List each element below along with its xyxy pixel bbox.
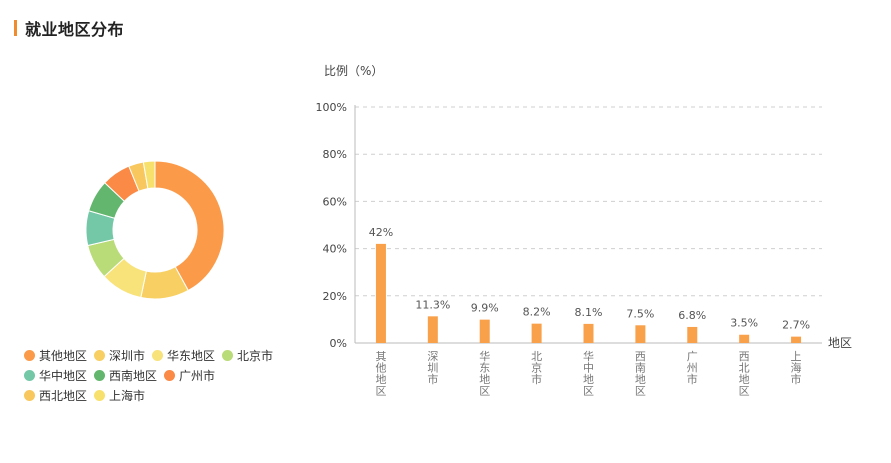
legend-label: 西南地区 bbox=[109, 368, 158, 383]
legend-color-dot bbox=[164, 369, 176, 381]
bar[interactable] bbox=[531, 323, 542, 343]
legend-row: 其他地区 深圳市 华东地区 北京市 bbox=[24, 345, 299, 365]
bar-value-label: 2.7% bbox=[782, 319, 810, 332]
legend-item[interactable]: 上海市 bbox=[94, 387, 145, 404]
bar-value-label: 3.5% bbox=[730, 317, 758, 330]
bar[interactable] bbox=[687, 326, 698, 343]
legend-item[interactable]: 其他地区 bbox=[24, 347, 87, 364]
donut-legend: 其他地区 深圳市 华东地区 北京市华中地区 西南地区 广州市西北地区 上海市 bbox=[24, 345, 299, 405]
y-tick-label: 60% bbox=[323, 195, 347, 208]
page-title: 就业地区分布 bbox=[25, 20, 125, 39]
x-category-label: 西北地区 bbox=[739, 350, 750, 398]
legend-label: 广州市 bbox=[179, 368, 216, 383]
legend-row: 华中地区 西南地区 广州市 bbox=[24, 365, 299, 385]
x-category-label: 深圳市 bbox=[427, 350, 438, 386]
x-category-label: 西南地区 bbox=[635, 350, 646, 398]
bar-value-label: 9.9% bbox=[471, 302, 499, 315]
legend-color-dot bbox=[24, 349, 35, 361]
donut-slice-0[interactable] bbox=[154, 160, 225, 292]
donut-slice-8[interactable] bbox=[142, 160, 156, 190]
donut-chart bbox=[85, 160, 225, 300]
legend-label: 华东地区 bbox=[167, 348, 216, 363]
legend-label: 其他地区 bbox=[39, 348, 88, 363]
legend-label: 上海市 bbox=[109, 388, 146, 403]
legend-color-dot bbox=[94, 349, 106, 361]
bar-value-label: 8.1% bbox=[575, 306, 603, 319]
bar-value-label: 42% bbox=[369, 226, 393, 239]
bar[interactable] bbox=[739, 334, 750, 343]
legend-color-dot bbox=[222, 349, 234, 361]
bar-value-label: 7.5% bbox=[626, 307, 654, 320]
grid-lines bbox=[355, 106, 822, 297]
bar[interactable] bbox=[583, 323, 594, 343]
legend-color-dot bbox=[94, 389, 106, 401]
title-accent-bar bbox=[14, 20, 17, 36]
legend-color-dot bbox=[24, 389, 35, 401]
x-category-label: 其他地区 bbox=[375, 350, 386, 398]
bar-value-label: 6.8% bbox=[678, 309, 706, 322]
x-axis-title: 地区 bbox=[828, 336, 852, 350]
legend-label: 深圳市 bbox=[109, 348, 146, 363]
y-tick-label: 20% bbox=[323, 290, 347, 303]
x-category-label: 北京市 bbox=[531, 350, 542, 386]
legend-item[interactable]: 北京市 bbox=[222, 347, 273, 364]
bar[interactable] bbox=[375, 243, 386, 343]
legend-item[interactable]: 西北地区 bbox=[24, 387, 87, 404]
y-tick-label: 40% bbox=[323, 243, 347, 256]
y-axis-title: 比例（%） bbox=[324, 64, 383, 78]
legend-color-dot bbox=[152, 349, 164, 361]
x-category-label: 华中地区 bbox=[583, 349, 594, 398]
legend-item[interactable]: 西南地区 bbox=[94, 367, 157, 384]
bar[interactable] bbox=[479, 319, 490, 343]
legend-item[interactable]: 华中地区 bbox=[24, 367, 87, 384]
legend-item[interactable]: 深圳市 bbox=[94, 347, 145, 364]
bars bbox=[375, 243, 802, 343]
legend-label: 华中地区 bbox=[39, 368, 88, 383]
legend-row: 西北地区 上海市 bbox=[24, 385, 299, 405]
legend-item[interactable]: 广州市 bbox=[164, 367, 215, 384]
y-tick-label: 0% bbox=[330, 337, 347, 350]
bar[interactable] bbox=[635, 325, 646, 343]
legend-label: 北京市 bbox=[237, 348, 274, 363]
labels: 比例（%） 0% 20% 40% 60% 80% 100% 地区 42% 其他地区 11.3% 深圳市… bbox=[316, 64, 852, 398]
legend-color-dot bbox=[94, 369, 106, 381]
legend-color-dot bbox=[24, 369, 35, 381]
legend-item[interactable]: 华东地区 bbox=[152, 347, 215, 364]
bar-value-label: 11.3% bbox=[415, 298, 450, 311]
legend-label: 西北地区 bbox=[39, 388, 88, 403]
x-category-label: 华东地区 bbox=[479, 349, 490, 398]
y-tick-label: 80% bbox=[323, 148, 347, 161]
bar-value-label: 8.2% bbox=[523, 306, 551, 319]
bar[interactable] bbox=[791, 336, 802, 343]
y-tick-label: 100% bbox=[316, 101, 347, 114]
section-header: 就业地区分布 bbox=[14, 16, 124, 40]
bar[interactable] bbox=[427, 316, 438, 343]
x-category-label: 上海市 bbox=[791, 350, 802, 386]
x-category-label: 广州市 bbox=[687, 350, 698, 386]
